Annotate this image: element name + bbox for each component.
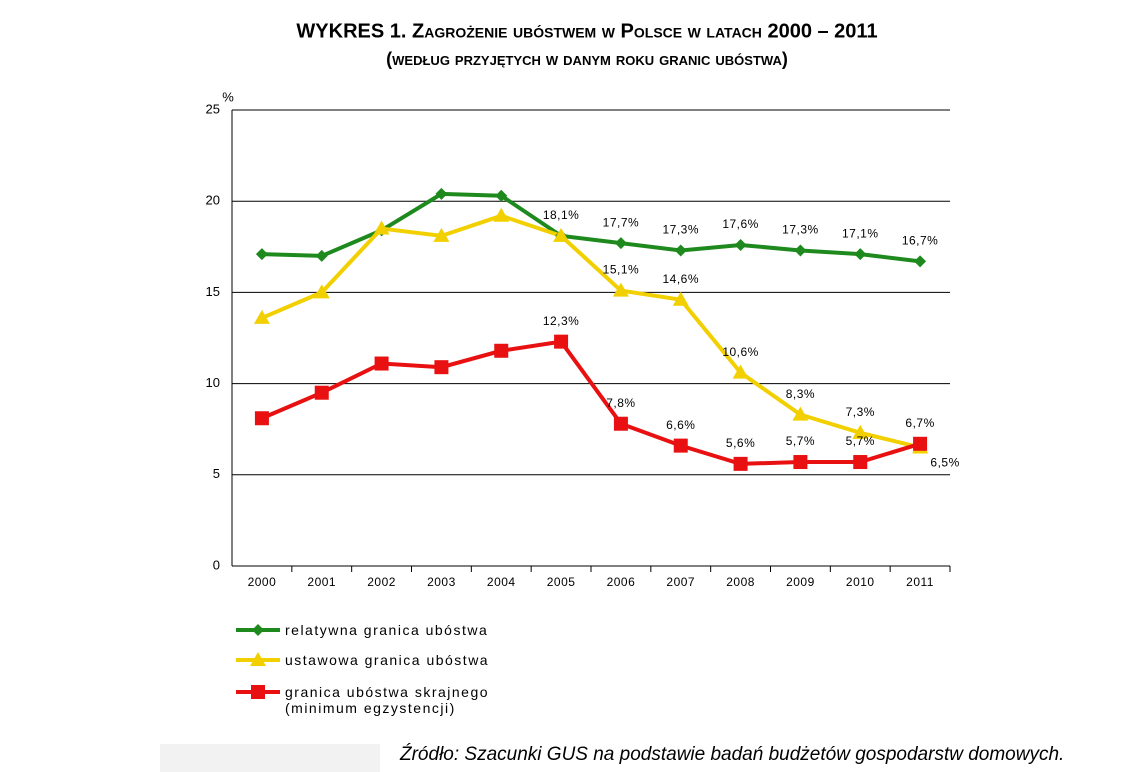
- data-label: 17,1%: [842, 226, 879, 240]
- marker: [553, 227, 570, 242]
- marker: [854, 248, 867, 261]
- x-tick-label: 2003: [427, 575, 456, 589]
- y-tick-label: 5: [213, 466, 220, 481]
- y-tick-label: 25: [206, 101, 220, 116]
- y-unit: %: [222, 89, 234, 104]
- x-tick-label: 2010: [846, 575, 875, 589]
- marker: [614, 237, 627, 250]
- x-tick-label: 2002: [367, 575, 396, 589]
- data-label: 12,3%: [543, 314, 580, 328]
- marker: [250, 652, 266, 666]
- legend-label: relatywna granica ubóstwa: [285, 622, 489, 638]
- marker: [435, 187, 448, 200]
- x-tick-label: 2000: [248, 575, 277, 589]
- marker: [732, 364, 749, 379]
- source-box: [160, 744, 380, 772]
- marker: [494, 343, 509, 358]
- marker: [852, 424, 869, 439]
- marker: [373, 220, 390, 235]
- marker: [613, 416, 628, 431]
- marker: [914, 255, 927, 268]
- marker: [913, 436, 928, 451]
- marker: [313, 284, 330, 299]
- data-label: 17,7%: [603, 215, 640, 229]
- data-label: 7,8%: [606, 396, 635, 410]
- data-label: 17,3%: [782, 223, 819, 237]
- marker: [794, 244, 807, 257]
- y-tick-label: 10: [206, 375, 220, 390]
- data-label: 5,7%: [846, 434, 875, 448]
- marker: [314, 385, 329, 400]
- data-label: 6,5%: [930, 456, 959, 470]
- data-label: 7,3%: [846, 405, 875, 419]
- marker: [672, 291, 689, 306]
- data-label: 18,1%: [543, 208, 580, 222]
- marker: [493, 207, 510, 222]
- marker: [734, 238, 747, 251]
- data-label: 6,7%: [905, 416, 934, 430]
- marker: [252, 624, 264, 636]
- marker: [433, 227, 450, 242]
- marker: [253, 309, 270, 324]
- series-line: [261, 339, 921, 466]
- marker: [673, 438, 688, 453]
- y-tick-label: 0: [213, 557, 220, 572]
- x-tick-label: 2001: [307, 575, 336, 589]
- chart-title: WYKRES 1. Zagrożenie ubóstwem w Polsce w…: [296, 20, 877, 42]
- marker: [612, 282, 629, 297]
- data-label: 16,7%: [902, 234, 939, 248]
- marker: [251, 685, 265, 699]
- marker: [434, 360, 449, 375]
- x-tick-label: 2009: [786, 575, 815, 589]
- marker: [733, 456, 748, 471]
- series-line: [261, 213, 921, 450]
- marker: [254, 411, 269, 426]
- data-label: 10,6%: [722, 345, 759, 359]
- marker: [315, 249, 328, 262]
- x-tick-label: 2005: [547, 575, 576, 589]
- x-tick-label: 2008: [726, 575, 755, 589]
- x-tick-label: 2007: [666, 575, 695, 589]
- marker: [792, 406, 809, 421]
- marker: [793, 455, 808, 470]
- series-line: [261, 191, 921, 264]
- marker: [674, 244, 687, 257]
- data-label: 17,3%: [662, 223, 699, 237]
- marker: [554, 334, 569, 349]
- y-tick-label: 15: [206, 284, 220, 299]
- legend-label: granica ubóstwa skrajnego (minimum egzys…: [285, 684, 490, 716]
- data-label: 15,1%: [603, 263, 640, 277]
- marker: [495, 189, 508, 202]
- marker: [853, 455, 868, 470]
- marker: [255, 248, 268, 261]
- data-label: 17,6%: [722, 217, 759, 231]
- x-tick-label: 2004: [487, 575, 516, 589]
- x-tick-label: 2006: [607, 575, 636, 589]
- data-label: 6,6%: [666, 418, 695, 432]
- marker: [374, 356, 389, 371]
- chart-subtitle: (według przyjętych w danym roku granic u…: [386, 49, 788, 69]
- x-tick-label: 2011: [906, 575, 934, 589]
- legend-label: ustawowa granica ubóstwa: [285, 652, 490, 668]
- data-label: 14,6%: [662, 272, 699, 286]
- data-label: 8,3%: [786, 387, 815, 401]
- source: Źródło: Szacunki GUS na podstawie badań …: [400, 744, 1065, 765]
- data-label: 5,6%: [726, 436, 755, 450]
- y-tick-label: 20: [206, 193, 220, 208]
- data-label: 5,7%: [786, 434, 815, 448]
